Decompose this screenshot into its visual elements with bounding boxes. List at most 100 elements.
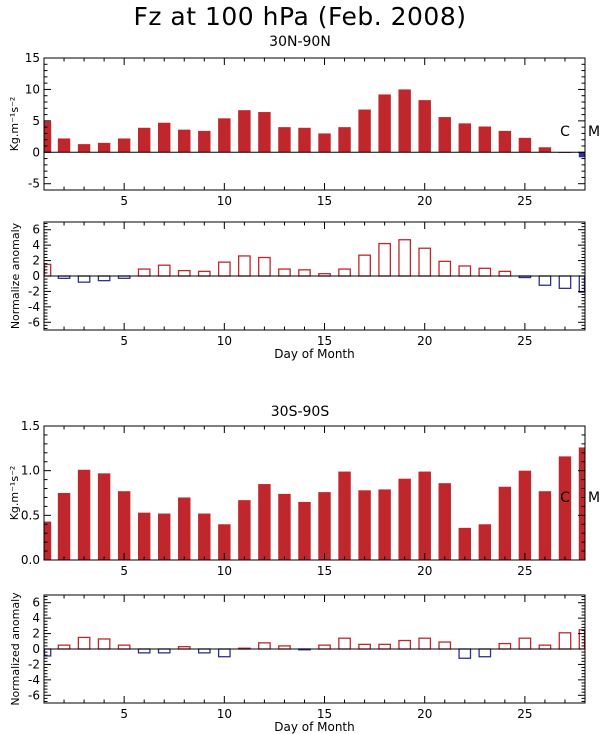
north-fz-ytick-label: 15: [25, 51, 40, 65]
north-fz-xtick-label: 20: [417, 194, 432, 208]
south-anom-ytick-label: -4: [28, 673, 40, 687]
north-fz-bar: [458, 123, 471, 153]
north-anom-bar: [578, 275, 586, 293]
north-fz-bar: [97, 142, 111, 153]
north-fz-annotation-c: C: [560, 124, 570, 140]
north-anom-bar: [177, 269, 191, 277]
south-fz-bar: [158, 513, 171, 560]
south-fz-bar: [378, 489, 391, 560]
south-fz-bar: [578, 447, 585, 560]
south-fz-bar: [338, 471, 351, 560]
north-fz-bar: [198, 130, 211, 153]
north-anom-bar: [498, 270, 512, 277]
north-fz-bar: [178, 129, 191, 153]
north-fz-bar: [218, 118, 231, 153]
south-anom-bar: [478, 648, 492, 658]
south-anom-bar: [418, 637, 432, 650]
south-fz-bar: [77, 469, 91, 560]
north-fz-bar: [358, 109, 371, 153]
north-anom-ytick-label: -6: [28, 315, 40, 329]
north-fz-bar: [438, 117, 451, 153]
south-fz-bar: [278, 493, 291, 560]
south-fz-bar: [558, 456, 572, 560]
south-anom-ytick-label: -2: [28, 657, 40, 671]
north-anom-xtick-label: 20: [417, 334, 432, 348]
north-fz-ytick-label: 10: [25, 82, 40, 96]
south-anom-bar: [157, 648, 171, 654]
south-anom-bar: [97, 638, 111, 650]
south-anom-bar: [438, 641, 452, 650]
south-fz-bar: [137, 512, 151, 560]
south-anom-xtick-label: 25: [517, 707, 532, 721]
south-fz-bar: [458, 527, 471, 560]
south-anom-bar: [398, 639, 412, 650]
north-anom-ytick-label: 6: [32, 223, 40, 237]
south-fz-ylabel: Kg.m⁻¹s⁻²: [8, 466, 21, 521]
south-anom-bar: [498, 642, 512, 650]
south-anom-bar: [137, 648, 151, 654]
south-fz-bar: [418, 471, 431, 560]
north-anom-ytick-label: 2: [32, 254, 40, 268]
north-fz-bar: [298, 127, 311, 153]
south-fz-ytick-label: 1.0: [21, 464, 40, 478]
north-fz-annotation-m: M: [588, 124, 600, 140]
south-fz-ytick-label: 1.5: [21, 419, 40, 433]
north-fz-bar: [578, 152, 585, 158]
south-anom-ylabel: Normalized anomaly: [9, 592, 22, 706]
north-anom-bar: [217, 261, 231, 277]
north-anom-bar: [538, 275, 552, 286]
south-fz-bar: [238, 500, 251, 560]
north-anom-xlabel: Day of Month: [274, 347, 355, 361]
south-anom-xtick-label: 15: [317, 707, 332, 721]
south-anom-bar: [217, 648, 231, 658]
south-anom-bar: [117, 644, 131, 650]
south-anom-bar: [57, 644, 71, 650]
north-fz-bar: [378, 94, 391, 153]
south-anom-bar: [378, 643, 391, 650]
north-anom-bar: [197, 270, 211, 277]
south-fz-xtick-label: 25: [517, 564, 532, 578]
north-anom-bar: [358, 254, 371, 277]
south-anom-xtick-label: 5: [120, 707, 128, 721]
north-fz-bar: [478, 126, 492, 153]
south-fz-bar: [518, 470, 532, 560]
south-fz-bar: [258, 484, 271, 560]
north-anom-bar: [478, 267, 492, 277]
north-anom-ytick-label: 0: [32, 269, 40, 283]
south-fz-bar: [198, 513, 211, 560]
south-anom-bar: [338, 637, 351, 650]
south-fz-ytick-label: 0.5: [21, 508, 40, 522]
north-anom-xtick-label: 5: [120, 334, 128, 348]
south-anom-bar: [318, 644, 331, 650]
south-anom-bar: [518, 637, 532, 650]
north-fz-bar: [158, 122, 171, 153]
south-fz-bar: [44, 521, 52, 560]
south-fz-bar: [57, 493, 71, 560]
south-fz-annotation-c: C: [560, 490, 570, 506]
south-fz-bar: [178, 497, 191, 560]
south-fz-bar: [358, 490, 371, 560]
south-anom-bar: [358, 643, 371, 650]
north-fz-xtick-label: 15: [317, 194, 332, 208]
north-fz-bar: [77, 144, 91, 153]
south-fz-bar: [498, 486, 512, 560]
south-fz-bar: [538, 491, 552, 560]
north-fz-bar: [238, 110, 251, 153]
north-fz-bar: [518, 137, 532, 153]
south-fz-bar: [117, 491, 131, 560]
south-fz-bar: [438, 483, 451, 560]
north-anom-bar: [157, 264, 171, 277]
south-anom-ytick-label: 2: [32, 627, 40, 641]
south-fz-xtick-label: 10: [217, 564, 232, 578]
south-fz-xtick-label: 20: [417, 564, 432, 578]
north-fz-bar: [137, 127, 151, 153]
north-anom-ytick-label: -4: [28, 300, 40, 314]
south-fz-xtick-label: 15: [317, 564, 332, 578]
north-anom-xtick-label: 25: [517, 334, 532, 348]
north-anom-bar: [438, 260, 452, 277]
north-fz-bar: [418, 100, 431, 153]
north-anom-xtick-label: 15: [317, 334, 332, 348]
figure-title: Fz at 100 hPa (Feb. 2008): [133, 2, 467, 31]
south-anom-bar: [538, 644, 552, 650]
south-anom-bar: [558, 632, 572, 650]
